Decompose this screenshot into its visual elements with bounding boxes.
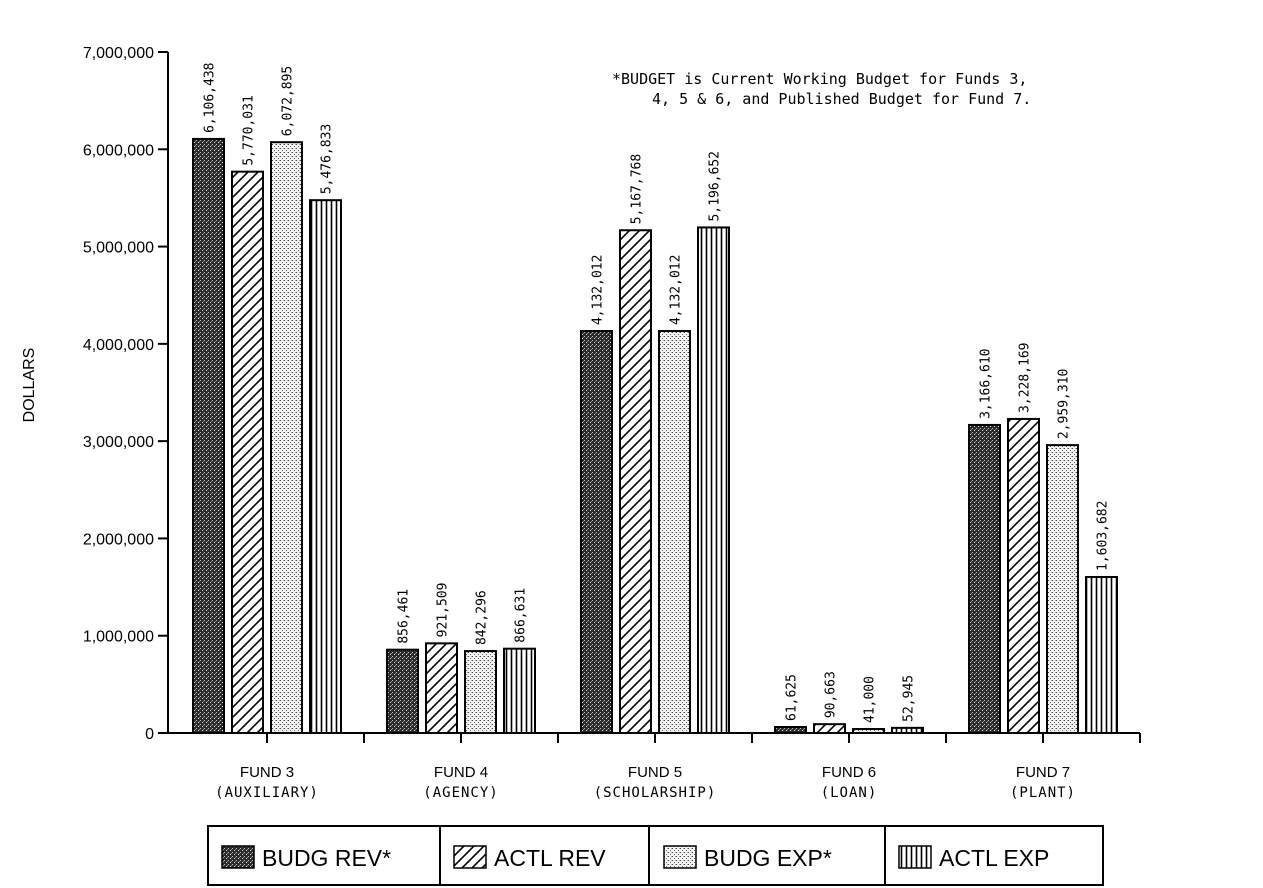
bar-data-label: 6,072,895 [281,66,296,136]
bar-data-label: 5,196,652 [708,151,723,221]
bar-data-label: 866,631 [514,588,529,643]
y-tick-label: 4,000,000 [83,337,154,354]
bar-data-label: 52,945 [902,675,917,722]
bar-data-label: 2,959,310 [1057,369,1072,439]
budget-note-line1: *BUDGET is Current Working Budget for Fu… [612,70,1027,88]
bar-data-label: 5,770,031 [242,95,257,165]
bar-data-label: 1,603,682 [1096,501,1111,571]
x-category-sublabel: (AGENCY) [423,785,498,801]
bar [231,170,264,735]
bar [580,330,613,734]
bar-data-label: 90,663 [824,671,839,718]
bar-data-label: 4,132,012 [591,255,606,325]
bar [425,642,458,734]
x-category-sublabel: (PLANT) [1010,785,1076,801]
bar-data-label: 3,166,610 [979,348,994,418]
bar-data-label: 41,000 [863,676,878,723]
category-labels-group: FUND 3 (AUXILIARY) FUND 4 (AGENCY) FUND 5 (SC… [215,733,1141,801]
legend-swatch-actl-rev [453,845,487,869]
legend-swatch-actl-exp [898,845,932,869]
bar [1007,417,1040,734]
legend-label-actl-exp: ACTL EXP [939,845,1049,871]
y-tick-label: 1,000,000 [83,629,154,646]
legend-label-budg-exp: BUDG EXP* [704,845,832,871]
bar [1046,444,1079,734]
bar-data-label: 856,461 [397,589,412,644]
y-tick-label: 6,000,000 [83,142,154,159]
budget-note-line2: 4, 5 & 6, and Published Budget for Fund … [652,90,1031,108]
bar [968,423,1001,734]
x-category-sublabel: (SCHOLARSHIP) [594,785,717,801]
legend-swatch-budg-exp [663,845,697,869]
y-axis-label: DOLLARS [21,348,38,423]
bar [891,726,924,734]
y-tick-label: 0 [145,726,154,743]
bar [309,199,342,735]
bar [619,229,652,734]
bar [192,137,225,734]
x-category-label: FUND 4 [434,764,488,781]
data-labels-group: 6,106,438 5,770,031 6,072,895 5,476,833 856,… [203,62,1111,723]
bar-data-label: 842,296 [475,590,490,645]
x-category-label: FUND 7 [1016,764,1070,781]
x-category-sublabel: (AUXILIARY) [215,785,319,801]
bar [386,648,419,735]
x-category-sublabel: (LOAN) [821,785,878,801]
legend-swatch-budg-rev [221,845,255,869]
bar-data-label: 61,625 [785,674,800,721]
bar [774,726,807,734]
legend-border [207,825,1104,886]
bar-data-label: 5,476,833 [320,124,335,194]
y-axis-ticks: 0 1,000,000 2,000,000 3,000,000 4,000,000 5,0… [83,45,168,743]
bar-data-label: 4,132,012 [669,255,684,325]
bar [503,647,536,735]
bar [852,728,885,735]
legend-label-actl-rev: ACTL REV [494,845,606,871]
x-category-label: FUND 5 [628,764,682,781]
bar-data-label: 3,228,169 [1018,342,1033,412]
bar [270,141,303,734]
bar [464,650,497,735]
legend-label-budg-rev: BUDG REV* [262,845,391,871]
bar [813,723,846,735]
legend: BUDG REV* ACTL REV BUDG EXP* ACTL EXP [207,825,1104,886]
x-category-label: FUND 6 [822,764,876,781]
bar-data-label: 6,106,438 [203,62,218,132]
bars-group [192,137,1118,735]
bar-data-label: 921,509 [436,583,451,638]
bar [658,330,691,734]
y-tick-label: 3,000,000 [83,434,154,451]
y-tick-label: 2,000,000 [83,531,154,548]
x-category-label: FUND 3 [240,764,294,781]
bar [697,226,730,734]
y-tick-label: 7,000,000 [83,45,154,62]
y-tick-label: 5,000,000 [83,240,154,257]
bar [1085,575,1118,735]
bar-data-label: 5,167,768 [630,154,645,224]
